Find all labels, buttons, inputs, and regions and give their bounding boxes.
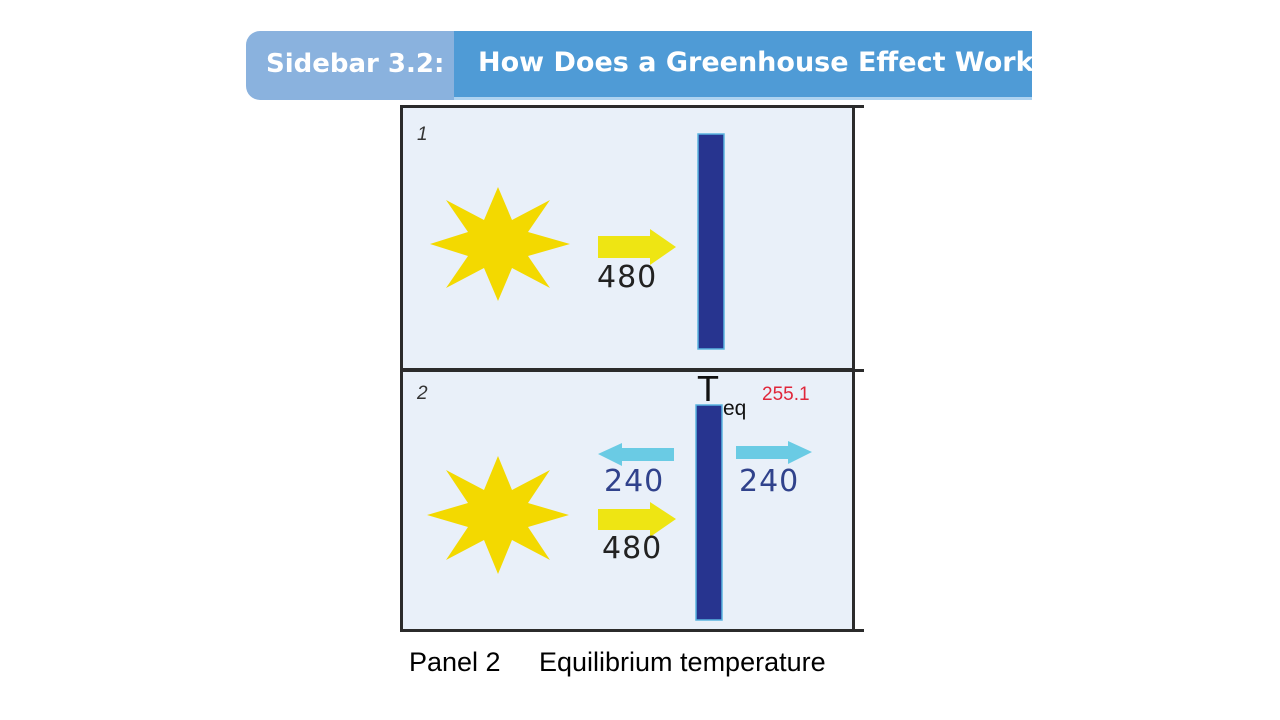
arrow-right-icon	[736, 441, 812, 464]
sidebar-label: Sidebar 3.2:	[266, 49, 445, 79]
arrow-left-icon	[598, 443, 674, 466]
panel-2-emitted-left-value: 240	[604, 464, 665, 499]
arrow-right-icon	[598, 229, 676, 265]
sun-icon	[430, 187, 570, 301]
header-underline	[454, 97, 1032, 100]
temperature-value: 255.1	[762, 384, 810, 405]
arrow-right-icon	[598, 502, 676, 537]
temperature-subscript: eq	[723, 397, 747, 420]
caption-panel: Panel 2	[409, 647, 501, 677]
sidebar-label-box	[246, 31, 454, 100]
sun-icon	[427, 456, 569, 574]
atmosphere-slab-2	[695, 404, 723, 621]
panel-1-number: 1	[417, 124, 428, 145]
caption-description: Equilibrium temperature	[539, 647, 826, 677]
panel-1-top-stub	[854, 105, 864, 108]
atmosphere-slab-1	[697, 133, 725, 350]
panel-2-bottom-stub	[854, 629, 864, 632]
panel-2-number: 2	[417, 383, 428, 404]
sidebar-title-box	[454, 31, 1032, 100]
sidebar-header: Sidebar 3.2: How Does a Greenhouse Effec…	[246, 31, 1049, 100]
panel-2-incoming-value: 480	[602, 531, 663, 566]
panel-2-emitted-right-value: 240	[739, 464, 800, 499]
panel-2-top-stub	[854, 369, 864, 372]
temperature-symbol: T	[697, 368, 719, 409]
sidebar-title: How Does a Greenhouse Effect Work?	[478, 47, 1050, 78]
panel-1-incoming-value: 480	[597, 260, 658, 295]
